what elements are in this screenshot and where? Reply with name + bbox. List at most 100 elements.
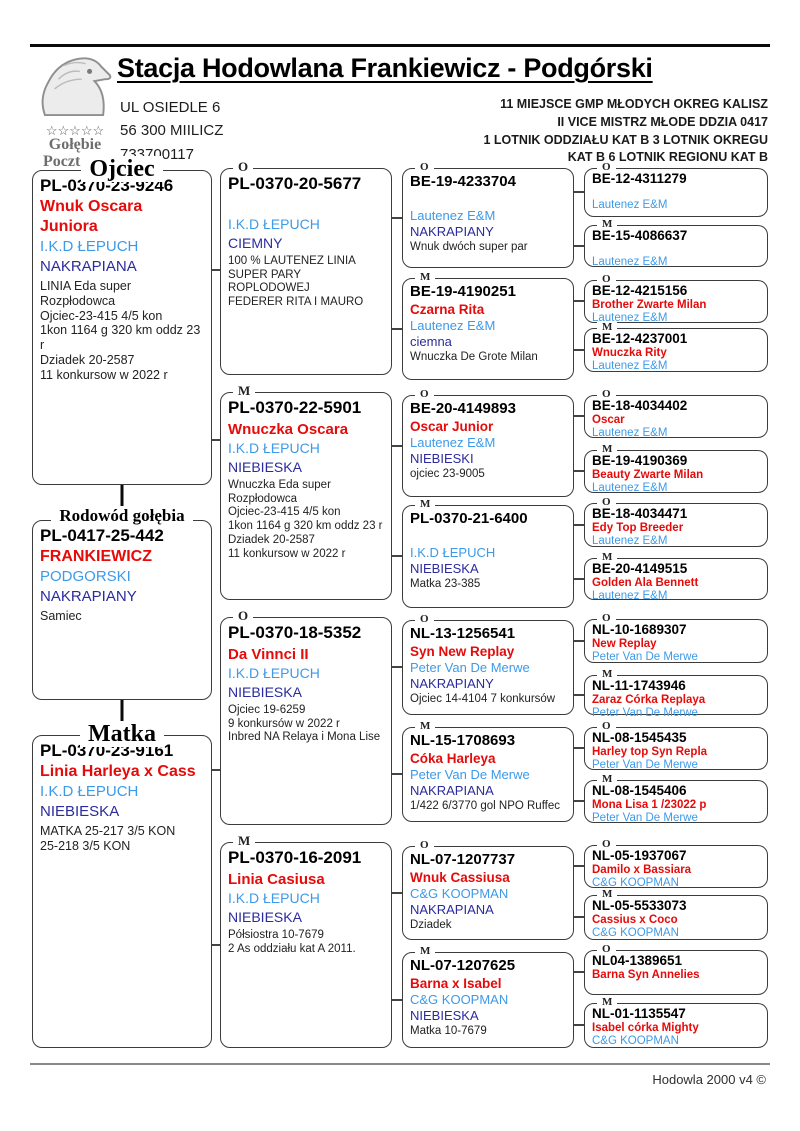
gen2-box-4: M PL-0370-16-2091 Linia Casiusa I.K.D ŁE… [220,834,392,1048]
color-name: NIEBIESKA [228,908,302,925]
pigeon-name [228,196,384,216]
ring-number: BE-19-4190251 [410,283,516,300]
breeder-name: C&G KOOPMAN [592,876,679,889]
sex-tag: M [597,552,618,563]
pigeon-name: Linia Casiusa [228,870,325,888]
breeder-name: I.K.D ŁEPUCH [228,440,320,457]
sex-tag: M [597,322,618,333]
ring-number: NL-07-1207737 [410,851,516,868]
father-box: Ojciec PL-0370-23-9246 Wnuk Oscara Junio… [32,156,212,485]
pigeon-name: Damilo x Bassiara [592,863,692,876]
ring-number: NL-01-1135547 [592,1006,686,1021]
ring-number: NL-05-5533073 [592,898,687,913]
color-name: NAKRAPIANY [410,224,494,240]
notes-text: ojciec 23-9005 [410,468,485,481]
sex-tag: M [597,219,618,230]
gen4-box-15: O NL04-1389651 Barna Syn Annelies [584,944,768,995]
pigeon-name: Beauty Zwarte Milan [592,468,704,481]
notes-text: Półsiostra 10-7679 2 As oddziału kat A 2… [228,928,356,955]
gen4-box-9: O NL-10-1689307 New Replay Peter Van De … [584,613,768,663]
pigeon-name: Golden Ala Bennett [592,576,699,589]
breeder-name: Lautenez E&M [592,359,668,372]
color-name: ciemna [410,334,452,350]
gen3-box-2: M BE-19-4190251 Czarna Rita Lautenez E&M… [402,272,574,380]
gen4-box-14: M NL-05-5533073 Cassius x Coco C&G KOOPM… [584,889,768,940]
ring-number: BE-20-4149893 [410,400,516,417]
gen3-box-8: M NL-07-1207625 Barna x Isabel C&G KOOPM… [402,946,574,1048]
breeder-name: Lautenez E&M [410,317,496,333]
ring-number: BE-19-4233704 [410,173,516,190]
software-credit: Hodowla 2000 v4 © [652,1072,766,1087]
sex-tag: M [597,444,618,455]
notes-text: Wnuczka De Grote Milan [410,351,538,364]
sex-tag: O [597,162,616,173]
address-line-city: 56 300 MIILICZ [120,122,224,140]
sex-tag: O [415,162,434,173]
color-name: NIEBIESKA [410,1008,479,1024]
gen4-box-3: O BE-12-4215156 Brother Zwarte Milan Lau… [584,274,768,324]
breeder-name: Peter Van De Merwe [592,650,698,663]
ring-number: NL-08-1545406 [592,783,687,798]
sex-tag: M [415,721,436,732]
sex-tag: O [597,721,616,732]
ring-number: NL-10-1689307 [592,622,687,637]
sex-tag: M [415,272,436,283]
achievement-line: II VICE MISTRZ MŁODE DDZIA 0417 [557,114,768,129]
breeder-name: I.K.D ŁEPUCH [228,890,320,907]
gen3-box-3: O BE-20-4149893 Oscar Junior Lautenez E&… [402,389,574,497]
sex-tag: O [415,840,434,851]
breeder-name: C&G KOOPMAN [592,926,679,939]
color-name: NAKRAPIANA [40,257,137,275]
gen4-box-5: O BE-18-4034402 Oscar Lautenez E&M [584,389,768,439]
gen4-box-7: O BE-18-4034471 Edy Top Breeder Lautenez… [584,497,768,547]
ring-number: PL-0370-22-5901 [228,398,362,417]
ring-number: BE-20-4149515 [592,561,688,576]
gen2-box-1: O PL-0370-20-5677 I.K.D ŁEPUCH CIEMNY 10… [220,160,392,375]
ring-number: BE-12-4311279 [592,171,687,186]
breeder-name: Peter Van De Merwe [592,811,698,824]
pigeon-name: Wnuczka Oscara [228,420,349,438]
ring-number: NL-08-1545435 [592,730,687,745]
breeder-name: I.K.D ŁEPUCH [228,216,320,233]
pigeon-name: Oscar Junior [410,418,494,434]
pigeon-name: Brother Zwarte Milan [592,298,707,311]
pigeon-name: New Replay [592,637,657,650]
sex-tag: O [597,613,616,624]
pigeon-name: Mona Lisa 1 /23022 p [592,798,707,811]
color-name: NAKRAPIANA [410,902,494,918]
pigeon-name [410,192,566,208]
pigeon-name: Czarna Rita [410,301,485,317]
notes-text: Dziadek [410,919,452,932]
sex-tag: O [597,497,616,508]
breeder-name: PODGORSKI [40,568,131,586]
pigeon-name: Linia Harleya x Cass [40,763,196,781]
gen4-box-8: M BE-20-4149515 Golden Ala Bennett Laute… [584,552,768,602]
ring-number: PL-0370-21-6400 [410,510,528,527]
ring-number: NL-13-1256541 [410,625,516,642]
breeder-name: Peter Van De Merwe [410,659,530,675]
breeder-name: Lautenez E&M [592,426,668,439]
sex-tag: M [597,997,618,1008]
gen4-box-10: M NL-11-1743946 Zaraz Córka Replaya Pete… [584,669,768,719]
breeder-name: C&G KOOPMAN [410,991,509,1007]
notes-text: Ojciec 14-4104 7 konkursów [410,693,556,706]
breeder-name: Lautenez E&M [410,207,496,223]
breeder-name: Lautenez E&M [592,311,668,324]
gen3-box-1: O BE-19-4233704 Lautenez E&M NAKRAPIANY … [402,162,574,268]
color-name: NAKRAPIANY [410,676,494,692]
gen4-box-4: M BE-12-4237001 Wnuczka Rity Lautenez E&… [584,322,768,372]
sex-tag: O [415,389,434,400]
gen4-box-13: O NL-05-1937067 Damilo x Bassiara C&G KO… [584,839,768,889]
notes-text: Ojciec 19-6259 9 konkursów w 2022 r Inbr… [228,703,381,744]
header-top-rule [30,44,770,47]
gen3-box-7: O NL-07-1207737 Wnuk Cassiusa C&G KOOPMA… [402,840,574,940]
pigeon-name [410,529,566,545]
gen4-box-6: M BE-19-4190369 Beauty Zwarte Milan Laut… [584,444,768,494]
color-name: NAKRAPIANY [40,587,137,605]
sex-tag: O [233,160,254,173]
notes-text: 1/422 6/3770 gol NPO Ruffec [410,800,561,813]
sex-tag: M [233,384,256,397]
pigeon-name: FRANKIEWICZ [40,548,152,566]
notes-text: 100 % LAUTENEZ LINIA SUPER PARY ROPLODOW… [228,254,364,309]
ring-number: NL-07-1207625 [410,957,516,974]
